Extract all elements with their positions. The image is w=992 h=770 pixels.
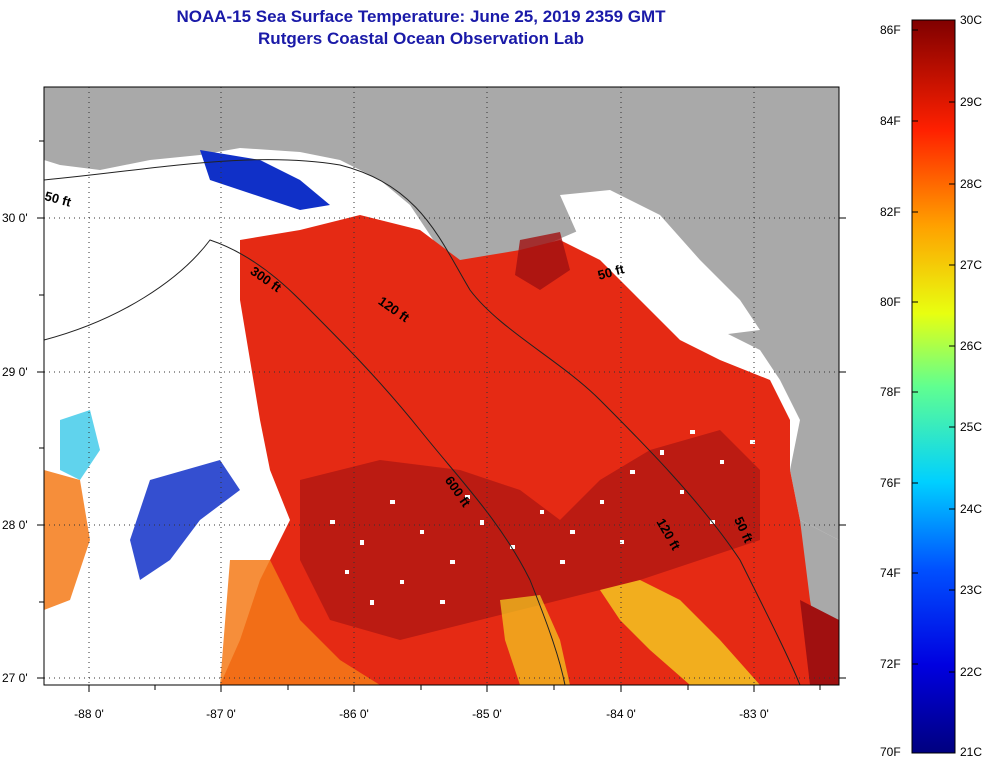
axis-ticks	[37, 140, 846, 692]
map-title: NOAA-15 Sea Surface Temperature: June 25…	[0, 6, 842, 50]
sst-hot-corner	[800, 600, 839, 685]
colorbar-f-label: 78F	[880, 385, 901, 399]
lon-label: -87 0'	[206, 707, 236, 721]
colorbar-c-label: 24C	[960, 502, 983, 516]
map-border	[43, 86, 840, 686]
lon-label: -84 0'	[606, 707, 636, 721]
cloud-coast-right	[560, 190, 760, 335]
map-content	[44, 87, 839, 685]
colorbar-f-label: 74F	[880, 566, 901, 580]
colorbar-f-label: 86F	[880, 23, 901, 37]
colorbar-ticks	[912, 19, 955, 673]
colorbar-c-label: 30C	[960, 13, 983, 27]
lon-label: -85 0'	[472, 707, 502, 721]
sst-yellow-band-2	[500, 595, 570, 685]
cloud-specks	[330, 430, 755, 605]
colorbar-f-label: 80F	[880, 295, 901, 309]
title-line-2: Rutgers Coastal Ocean Observation Lab	[258, 29, 584, 48]
colorbar-f-label: 70F	[880, 745, 901, 759]
title-line-1: NOAA-15 Sea Surface Temperature: June 25…	[176, 7, 666, 26]
colorbar-c-label: 25C	[960, 420, 983, 434]
lon-label: -83 0'	[739, 707, 769, 721]
land-mass	[44, 87, 839, 540]
colorbar-f-label: 82F	[880, 205, 901, 219]
colorbar-c-label: 22C	[960, 665, 983, 679]
sst-hot-core	[300, 430, 760, 640]
cloud-west	[44, 175, 240, 670]
lon-label: -88 0'	[74, 707, 104, 721]
cold-fringe-west	[130, 460, 240, 580]
sst-hot-streak	[515, 232, 570, 290]
colorbar-f-label: 84F	[880, 114, 901, 128]
sst-yellow-band	[600, 580, 760, 685]
lat-label: 27 0'	[2, 671, 28, 685]
colorbar-c-label: 21C	[960, 745, 983, 759]
lat-label: 30 0'	[2, 211, 28, 225]
colorbar-c-label: 23C	[960, 583, 983, 597]
sst-orange-band	[220, 560, 380, 685]
lat-label: 29 0'	[2, 365, 28, 379]
lat-label: 28 0'	[2, 518, 28, 532]
cold-fringe-north	[200, 150, 330, 210]
sst-west-warm	[44, 470, 90, 610]
colorbar-f-label: 76F	[880, 476, 901, 490]
colorbar-f-label: 72F	[880, 657, 901, 671]
colorbar	[911, 19, 956, 754]
sst-cyan-patch	[60, 410, 100, 480]
colorbar-c-label: 26C	[960, 339, 983, 353]
depth-contours	[44, 159, 801, 685]
colorbar-c-label: 29C	[960, 95, 983, 109]
colorbar-c-label: 28C	[960, 177, 983, 191]
colorbar-c-label: 27C	[960, 258, 983, 272]
lon-label: -86 0'	[339, 707, 369, 721]
